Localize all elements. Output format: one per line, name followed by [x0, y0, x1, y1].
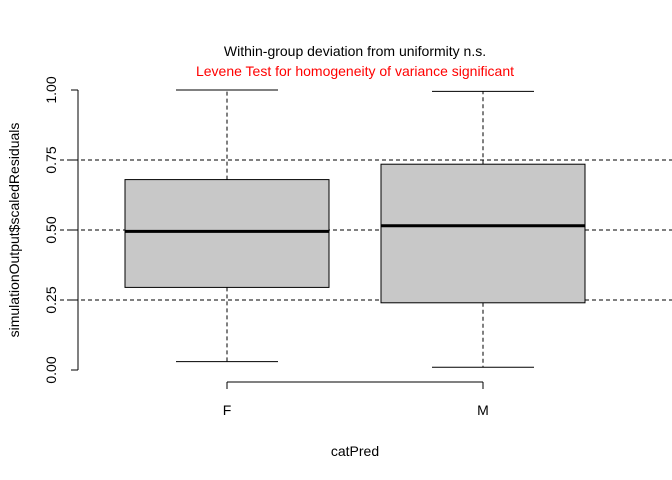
chart-subtitle: Levene Test for homogeneity of variance …: [196, 63, 514, 79]
chart-title: Within-group deviation from uniformity n…: [224, 43, 486, 59]
y-axis: 0.00 0.25 0.50 0.75 1.00: [43, 76, 79, 384]
boxes: [124, 89, 586, 368]
y-tick-label: 1.00: [43, 76, 59, 103]
box-M: [380, 90, 586, 368]
x-axis-label: catPred: [331, 443, 379, 459]
y-tick-label: 0.75: [43, 146, 59, 173]
y-axis-label: simulationOutput$scaledResiduals: [6, 123, 22, 338]
iqr-box: [124, 179, 330, 288]
iqr-box: [380, 163, 586, 304]
y-tick-label: 0.50: [43, 216, 59, 243]
box-F: [124, 89, 330, 363]
y-tick-label: 0.25: [43, 286, 59, 313]
x-tick-label-M: M: [477, 402, 489, 418]
y-tick-label: 0.00: [43, 356, 59, 383]
x-tick-label-F: F: [223, 402, 232, 418]
